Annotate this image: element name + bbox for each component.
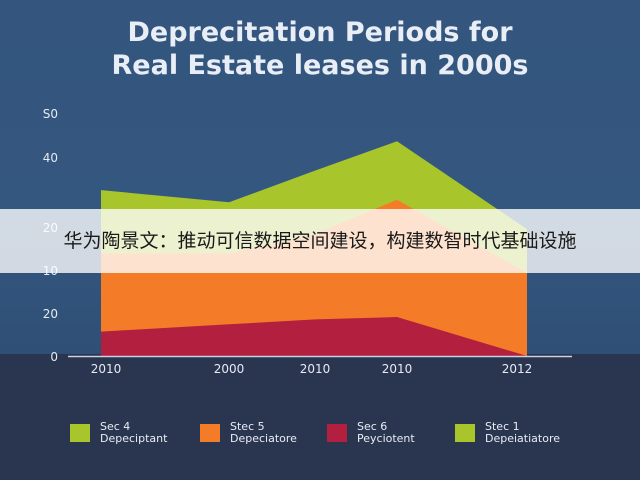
- legend-label-line-1: Stec 5: [230, 420, 265, 433]
- chart-title: Deprecitation Periods for Real Estate le…: [0, 16, 640, 82]
- x-tick-label: 2012: [502, 362, 533, 376]
- caption-banner-text: 华为陶景文：推动可信数据空间建设，构建数智时代基础设施: [63, 230, 577, 252]
- legend-label-line-1: Stec 1: [485, 420, 520, 433]
- chart-title-line-1: Deprecitation Periods for: [127, 17, 513, 48]
- legend-label-line-2: Depeciatore: [230, 432, 297, 445]
- legend-swatch: [327, 424, 347, 442]
- legend-swatch: [200, 424, 220, 442]
- legend-label-line-1: Sec 6: [357, 420, 388, 433]
- y-tick-label: 40: [43, 151, 58, 165]
- x-tick-label: 2000: [214, 362, 245, 376]
- legend-label-line-2: Depeciptant: [100, 432, 168, 445]
- x-tick-label: 2010: [382, 362, 413, 376]
- y-tick-label: S0: [43, 107, 58, 121]
- legend-label-line-1: Sec 4: [100, 420, 131, 433]
- chart-title-line-2: Real Estate leases in 2000s: [111, 50, 529, 81]
- y-tick-label: 0: [50, 350, 58, 364]
- x-tick-label: 2010: [91, 362, 122, 376]
- caption-banner: [0, 209, 640, 273]
- legend-label-line-2: Depeiatiatore: [485, 432, 560, 445]
- legend-swatch: [70, 424, 90, 442]
- legend-label-line-2: Peyciotent: [357, 432, 415, 445]
- legend-background: [0, 354, 640, 480]
- legend-swatch: [455, 424, 475, 442]
- area-series-0: [101, 317, 527, 356]
- y-tick-label: 20: [43, 307, 58, 321]
- x-tick-label: 2010: [300, 362, 331, 376]
